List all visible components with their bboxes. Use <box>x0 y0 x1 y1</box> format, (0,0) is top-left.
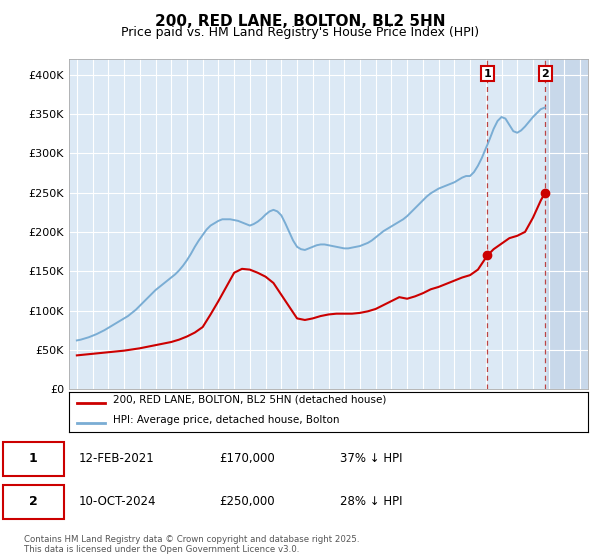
Text: £250,000: £250,000 <box>220 495 275 508</box>
Bar <box>547 59 588 389</box>
Text: HPI: Average price, detached house, Bolton: HPI: Average price, detached house, Bolt… <box>113 415 340 425</box>
FancyBboxPatch shape <box>4 442 64 475</box>
Text: 10-OCT-2024: 10-OCT-2024 <box>78 495 156 508</box>
Text: 200, RED LANE, BOLTON, BL2 5HN (detached house): 200, RED LANE, BOLTON, BL2 5HN (detached… <box>113 395 386 405</box>
Text: 28% ↓ HPI: 28% ↓ HPI <box>340 495 403 508</box>
Text: 1: 1 <box>29 452 38 465</box>
Text: 2: 2 <box>541 69 549 78</box>
Text: Price paid vs. HM Land Registry's House Price Index (HPI): Price paid vs. HM Land Registry's House … <box>121 26 479 39</box>
Text: £170,000: £170,000 <box>220 452 275 465</box>
Text: 12-FEB-2021: 12-FEB-2021 <box>78 452 154 465</box>
Text: 2: 2 <box>29 495 38 508</box>
Text: 1: 1 <box>484 69 491 78</box>
Text: Contains HM Land Registry data © Crown copyright and database right 2025.
This d: Contains HM Land Registry data © Crown c… <box>24 535 359 554</box>
Text: 200, RED LANE, BOLTON, BL2 5HN: 200, RED LANE, BOLTON, BL2 5HN <box>155 14 445 29</box>
Text: 37% ↓ HPI: 37% ↓ HPI <box>340 452 403 465</box>
FancyBboxPatch shape <box>4 485 64 519</box>
